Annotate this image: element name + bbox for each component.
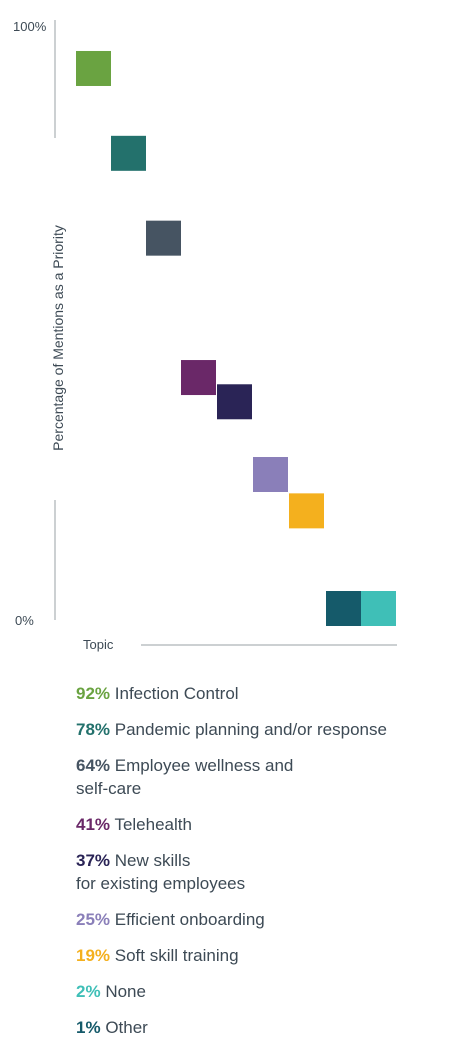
legend-item-infection-control: 92% Infection Control xyxy=(76,682,446,705)
data-mark-employee-wellness-and-self-care xyxy=(146,220,181,256)
legend-label: Efficient onboarding xyxy=(114,910,265,929)
legend-label: New skills for existing employees xyxy=(76,851,246,893)
legend-item-none: 2% None xyxy=(76,980,446,1003)
legend-percent: 37% xyxy=(76,851,111,870)
data-mark-pandemic-planning-and-or-response xyxy=(111,135,146,171)
data-mark-telehealth xyxy=(181,360,216,396)
legend-item-soft-skill-training: 19% Soft skill training xyxy=(76,944,446,967)
legend-item-new-skills: 37% New skills for existing employees xyxy=(76,849,446,895)
legend-item-pandemic-planning: 78% Pandemic planning and/or response xyxy=(76,718,446,741)
legend-item-other: 1% Other xyxy=(76,1016,446,1039)
chart: 100% 0% Percentage of Mentions as a Prio… xyxy=(13,19,397,652)
legend-percent: 2% xyxy=(76,982,101,1001)
legend-percent: 1% xyxy=(76,1018,101,1037)
legend-label: Infection Control xyxy=(114,684,239,703)
legend-percent: 25% xyxy=(76,910,111,929)
legend-label: Soft skill training xyxy=(114,946,239,965)
y-tick-max: 100% xyxy=(13,19,47,34)
legend-percent: 78% xyxy=(76,720,111,739)
legend-percent: 92% xyxy=(76,684,111,703)
legend-label: Telehealth xyxy=(114,815,192,834)
legend-item-telehealth: 41% Telehealth xyxy=(76,813,446,836)
y-tick-min: 0% xyxy=(15,613,34,628)
data-mark-new-skills-for-existing-employees xyxy=(217,384,252,420)
legend-item-efficient-onboarding: 25% Efficient onboarding xyxy=(76,908,446,931)
legend-label: None xyxy=(105,982,146,1001)
data-mark-other xyxy=(326,591,361,626)
legend-percent: 64% xyxy=(76,756,111,775)
legend-item-employee-wellness: 64% Employee wellness and self-care xyxy=(76,754,446,800)
legend-percent: 19% xyxy=(76,946,111,965)
y-axis-label: Percentage of Mentions as a Priority xyxy=(50,225,66,451)
legend-percent: 41% xyxy=(76,815,111,834)
data-mark-soft-skill-training xyxy=(289,493,324,529)
legend: 92% Infection Control 78% Pandemic plann… xyxy=(76,682,446,1052)
data-mark-efficient-onboarding xyxy=(253,457,288,492)
data-mark-none xyxy=(361,591,396,626)
legend-label: Other xyxy=(105,1018,148,1037)
data-mark-infection-control xyxy=(76,50,111,86)
legend-label: Pandemic planning and/or response xyxy=(114,720,387,739)
legend-label: Employee wellness and self-care xyxy=(76,756,294,798)
data-marks xyxy=(76,50,396,626)
x-axis-label: Topic xyxy=(83,637,114,652)
